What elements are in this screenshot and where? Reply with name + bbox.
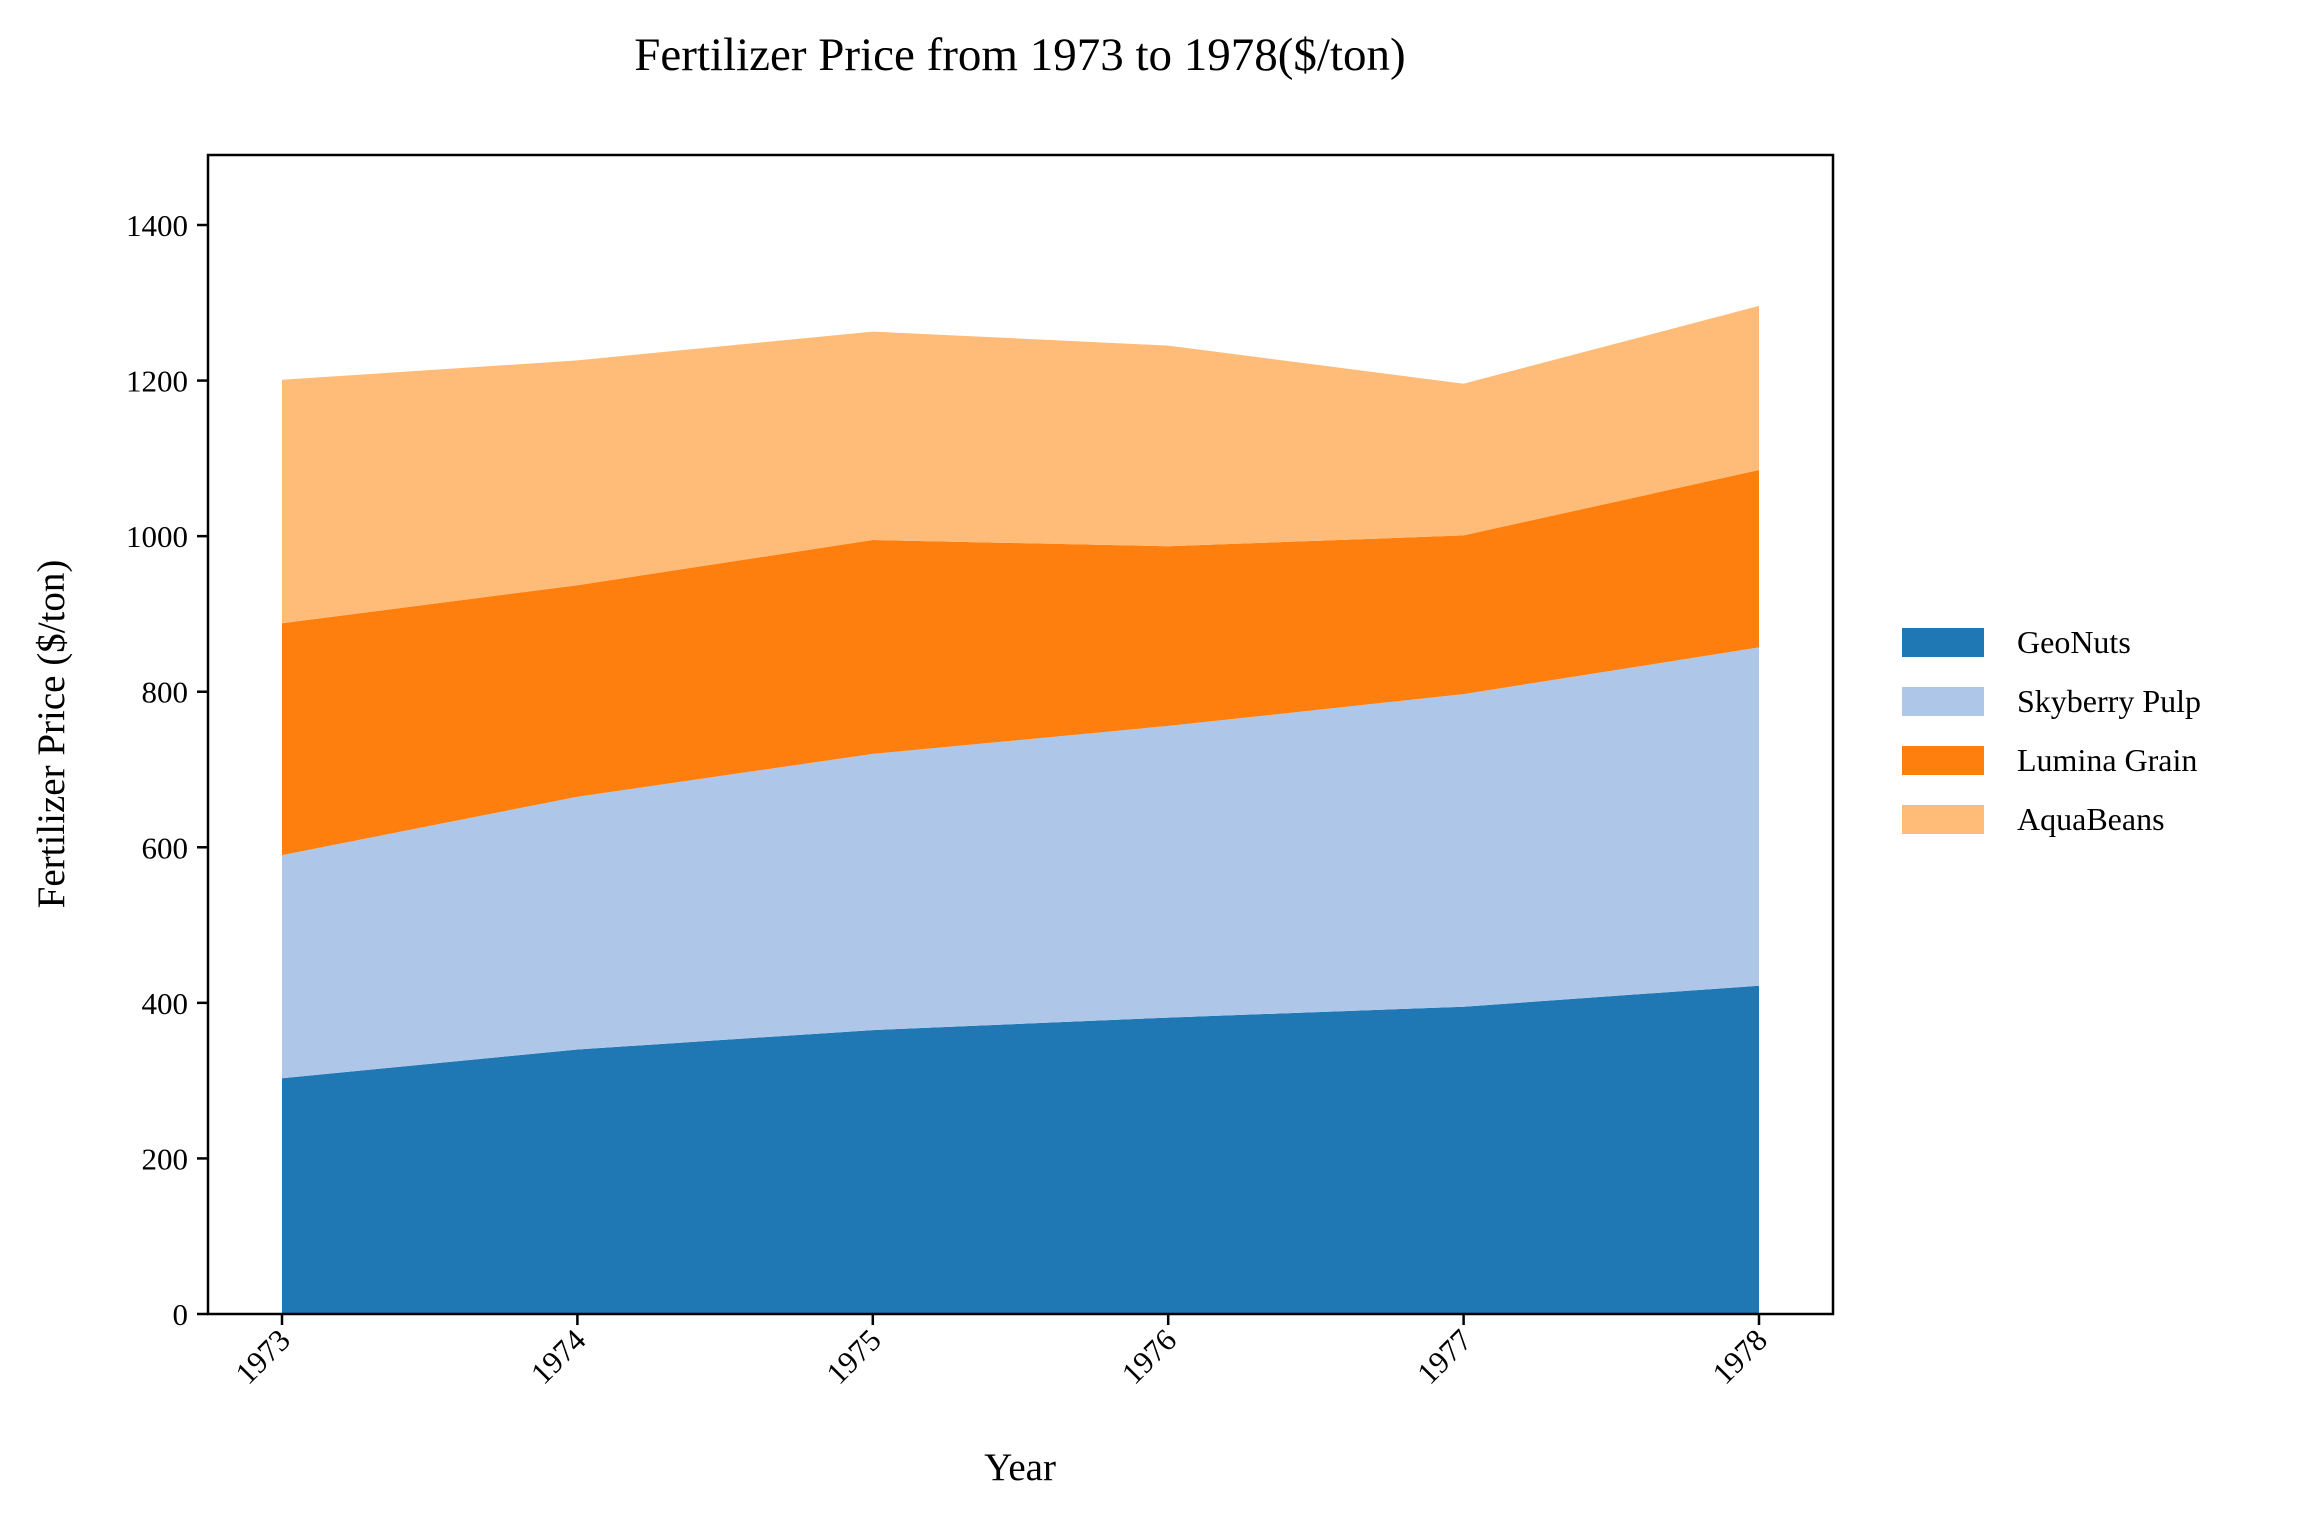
legend-swatch [1902,746,1984,775]
legend-swatch [1902,687,1984,716]
y-tick-label: 400 [142,986,189,1021]
x-tick-label: 1975 [819,1322,888,1391]
legend-swatch [1902,628,1984,657]
x-tick-label: 1974 [524,1322,593,1391]
legend: GeoNuts Skyberry Pulp Lumina Grain AquaBean… [1902,624,2201,837]
y-tick-label: 800 [142,675,189,710]
area-layers [282,305,1759,1314]
legend-label: AquaBeans [2017,801,2165,837]
x-tick-label: 1978 [1705,1322,1774,1391]
plot-frame [206,153,1835,1316]
y-axis-ticks: 0 200 400 600 800 1000 1200 1400 [126,208,208,1332]
y-tick-label: 600 [142,830,189,865]
x-tick-label: 1976 [1115,1322,1184,1391]
area-skyberry-pulp [282,647,1759,1079]
x-axis-label: Year [984,1446,1056,1489]
x-tick-label: 1977 [1410,1322,1479,1391]
x-tick-label: 1973 [228,1322,297,1391]
y-tick-label: 200 [142,1141,189,1176]
y-tick-label: 1000 [126,519,188,554]
legend-label: Skyberry Pulp [2017,683,2201,719]
legend-label: Lumina Grain [2017,742,2197,778]
y-tick-label: 1400 [126,208,188,243]
chart-title: Fertilizer Price from 1973 to 1978($/ton… [634,29,1405,81]
y-axis-label: Fertilizer Price ($/ton) [30,560,73,909]
y-tick-label: 1200 [126,364,188,399]
area-geonuts [282,985,1759,1314]
legend-label: GeoNuts [2017,624,2131,660]
y-tick-label: 0 [173,1297,189,1332]
legend-swatch [1902,805,1984,834]
x-axis-ticks: 1973 1974 1975 1976 1977 1978 [228,1314,1774,1391]
area-lumina-grain [282,470,1759,856]
area-aquabeans [282,305,1759,624]
